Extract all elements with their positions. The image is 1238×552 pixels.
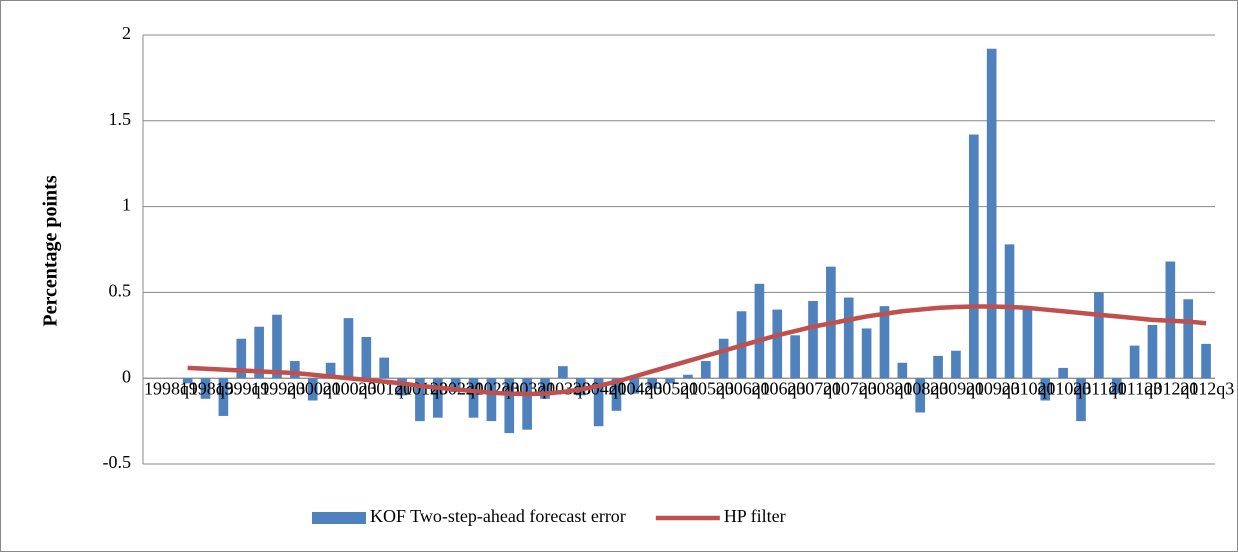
bar (772, 309, 783, 379)
x-tick-label: 2005q1 (644, 378, 698, 398)
bar (361, 337, 372, 379)
x-tick-label: 2006q3 (751, 378, 805, 398)
bar (593, 378, 604, 427)
bar (1147, 325, 1158, 379)
bar (415, 378, 425, 422)
x-tick-label: 2011q3 (1109, 378, 1162, 398)
x-tick-label: 2000q1 (287, 378, 341, 398)
bar (1111, 378, 1122, 394)
bar (397, 378, 407, 396)
bar (915, 378, 926, 413)
bar (236, 338, 247, 379)
bar (1004, 244, 1015, 379)
bar (1058, 367, 1068, 379)
bar (718, 338, 729, 379)
bar (1201, 343, 1211, 379)
bar (558, 366, 568, 379)
bar (468, 378, 479, 418)
x-tick-label: 2010q3 (1037, 378, 1091, 398)
bar (432, 378, 443, 418)
bar (647, 378, 658, 389)
x-tick-label: 2005q3 (680, 378, 734, 398)
x-tick-label: 2008q3 (894, 378, 948, 398)
x-tick-label: 1999q1 (215, 378, 269, 398)
bar (182, 378, 193, 384)
bar (504, 378, 515, 434)
bar (1094, 292, 1104, 379)
bar (629, 378, 640, 394)
bar (808, 300, 818, 379)
bar (1183, 299, 1194, 379)
y-tick-label: 1.5 (109, 109, 132, 129)
bar (683, 374, 693, 379)
bar (933, 355, 943, 379)
bar (1076, 378, 1086, 422)
y-axis-label: Percentage points (40, 175, 62, 326)
bar (325, 362, 336, 379)
bar (700, 361, 711, 379)
x-tick-label: 1998q1 (144, 378, 198, 398)
bar (575, 378, 586, 396)
legend-label: KOF Two-step-ahead forecast error (370, 506, 626, 526)
x-tick-label: 2011q1 (1073, 378, 1126, 398)
x-tick-label: 2000q3 (323, 378, 377, 398)
bar (343, 318, 354, 379)
x-tick-label: 2004q3 (609, 378, 663, 398)
x-tick-label: 2006q1 (716, 378, 770, 398)
bar (450, 378, 461, 392)
bar (611, 378, 622, 411)
y-tick-label: 2 (122, 23, 131, 43)
bar (754, 283, 765, 379)
x-tick-label: 2009q3 (966, 378, 1020, 398)
y-tick-label: 0.5 (109, 281, 132, 301)
x-tick-label: 1999q3 (251, 378, 305, 398)
bar (897, 362, 908, 379)
bar (486, 378, 497, 422)
bar (290, 361, 300, 379)
bar (379, 357, 390, 379)
bar (540, 378, 550, 399)
y-tick-label: 0 (122, 366, 131, 386)
x-tick-label: 2012q1 (1145, 378, 1199, 398)
x-tick-label: 2012q3 (1180, 378, 1234, 398)
bar (272, 314, 282, 379)
x-tick-label: 2010q1 (1002, 378, 1056, 398)
x-tick-label: 2007q3 (823, 378, 877, 398)
y-tick-label: -0.5 (103, 452, 132, 472)
bar (1022, 309, 1033, 379)
x-tick-label: 1998q3 (180, 378, 234, 398)
bar (200, 378, 211, 399)
bar (665, 378, 675, 384)
bar (1129, 345, 1140, 379)
bar (951, 350, 961, 379)
bar (307, 378, 318, 401)
bar (790, 335, 800, 379)
bar (861, 328, 872, 379)
legend-swatch (312, 512, 366, 524)
legend-label: HP filter (724, 506, 786, 526)
x-tick-label: 2007q1 (787, 378, 841, 398)
y-tick-label: 1 (122, 195, 131, 215)
line (187, 304, 1207, 397)
bar (879, 306, 890, 379)
bar (843, 297, 854, 379)
bar (254, 326, 264, 379)
bar (522, 378, 532, 430)
bar (968, 134, 979, 379)
bar (218, 378, 229, 416)
bar (1040, 378, 1051, 401)
x-tick-label: 2009q1 (930, 378, 984, 398)
bar (986, 48, 997, 379)
x-tick-label: 2008q1 (859, 378, 913, 398)
